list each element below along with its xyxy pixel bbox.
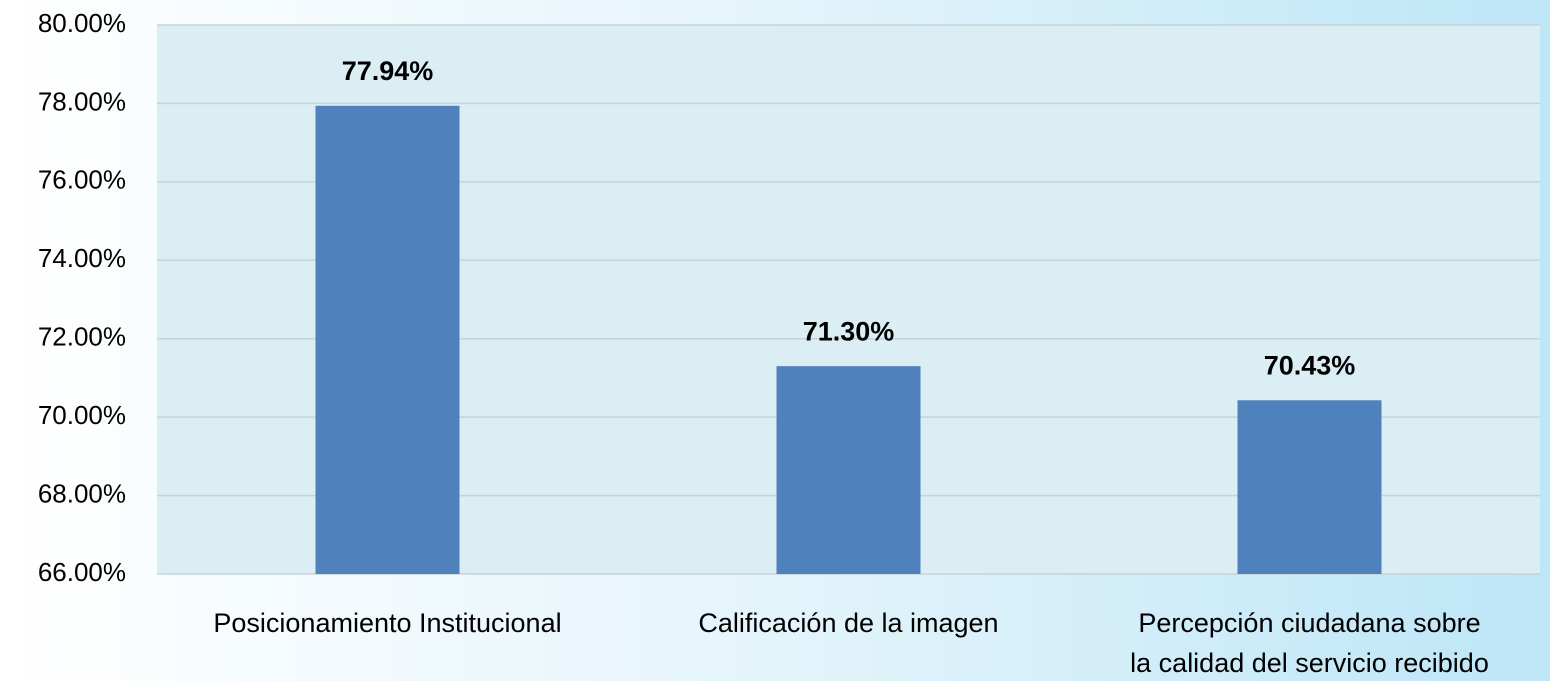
bar bbox=[315, 105, 460, 574]
y-tick-label: 80.00% bbox=[38, 8, 126, 38]
y-tick-label: 76.00% bbox=[38, 165, 126, 195]
value-label: 77.94% bbox=[342, 56, 434, 86]
x-tick-label: Posicionamiento Institucional bbox=[213, 608, 562, 638]
x-tick-label: Percepción ciudadana sobre la calidad de… bbox=[1130, 608, 1489, 678]
bar bbox=[1237, 400, 1382, 574]
value-label: 71.30% bbox=[803, 316, 895, 346]
x-tick-label: Calificación de la imagen bbox=[698, 608, 999, 638]
y-tick-label: 72.00% bbox=[38, 322, 126, 352]
bar bbox=[776, 366, 921, 574]
y-tick-label: 68.00% bbox=[38, 478, 126, 508]
y-tick-label: 74.00% bbox=[38, 243, 126, 273]
y-tick-label: 66.00% bbox=[38, 557, 126, 587]
value-label: 70.43% bbox=[1264, 350, 1356, 380]
y-tick-label: 78.00% bbox=[38, 86, 126, 116]
y-tick-label: 70.00% bbox=[38, 400, 126, 430]
